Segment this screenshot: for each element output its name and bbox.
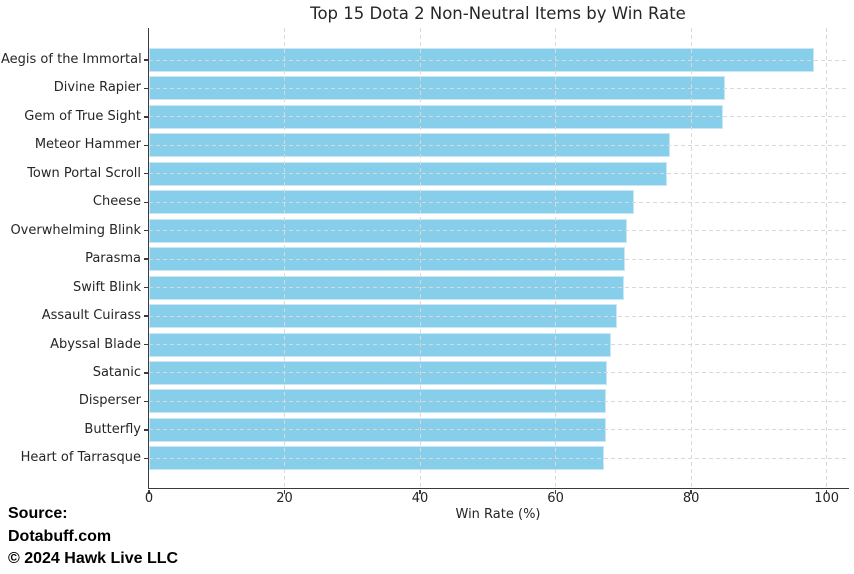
y-gridline <box>149 315 849 317</box>
source-name: Dotabuff.com <box>8 527 112 545</box>
y-tick-mark <box>143 201 148 203</box>
y-tick-mark <box>143 59 148 61</box>
y-tick-label: Parasma <box>85 251 141 267</box>
source-label: Source: <box>8 505 68 522</box>
x-tick-mark <box>419 490 421 494</box>
source-attribution: Source: Dotabuff.com © 2024 Hawk Live LL… <box>8 503 178 571</box>
y-tick-mark <box>143 372 148 374</box>
y-tick-mark <box>143 429 148 431</box>
y-tick-label: Aegis of the Immortal <box>1 52 142 67</box>
y-tick-label: Divine Rapier <box>53 80 141 96</box>
x-tick-mark <box>283 490 286 494</box>
y-gridline <box>149 344 849 345</box>
x-tick-mark <box>554 490 557 494</box>
x-tick-label: 40 <box>411 491 429 506</box>
x-tick-mark <box>690 490 692 494</box>
y-tick-label: Butterfly <box>84 421 141 437</box>
x-gridline <box>690 28 692 488</box>
chart-title: Top 15 Dota 2 Non-Neutral Items by Win R… <box>310 4 686 23</box>
y-tick-mark <box>143 343 148 346</box>
y-gridline <box>149 144 849 146</box>
y-tick-mark <box>143 286 148 289</box>
y-tick-mark <box>143 315 148 317</box>
y-tick-label: Overwhelming Blink <box>10 222 141 238</box>
x-gridline <box>555 28 557 488</box>
y-gridline <box>149 87 849 89</box>
y-gridline <box>149 201 849 203</box>
y-tick-label: Heart of Tarrasque <box>20 450 141 466</box>
y-gridline <box>149 429 849 431</box>
y-gridline <box>149 372 849 374</box>
y-tick-mark <box>143 144 148 147</box>
x-tick-mark <box>825 490 828 494</box>
x-tick-mark <box>148 490 150 494</box>
y-tick-label: Swift Blink <box>73 279 141 295</box>
y-tick-mark <box>143 400 148 403</box>
y-tick-label: Gem of True Sight <box>24 108 141 124</box>
y-gridline <box>149 173 849 175</box>
x-gridline <box>826 28 828 488</box>
x-tick-label: 60 <box>547 491 564 506</box>
y-tick-mark <box>143 457 148 459</box>
y-tick-label: Town Portal Scroll <box>27 165 141 181</box>
y-gridline <box>149 230 849 232</box>
copyright-line: © 2024 Hawk Live LLC <box>8 550 179 567</box>
y-tick-mark <box>143 258 148 260</box>
plot-area: 0 20 40 60 80 100 Aegis of the Immortal Divine … <box>1 28 849 506</box>
x-tick-label: 20 <box>276 491 293 506</box>
y-gridline <box>149 400 849 402</box>
y-tick-mark <box>143 87 148 90</box>
x-gridline <box>284 28 286 488</box>
y-gridline <box>149 457 849 459</box>
y-tick-label: Satanic <box>92 364 141 380</box>
y-tick-label: Assault Cuirass <box>41 308 141 324</box>
y-gridline <box>149 116 849 118</box>
x-gridline <box>419 28 421 488</box>
y-tick-label: Meteor Hammer <box>34 137 141 153</box>
x-tick-label: 80 <box>682 491 700 506</box>
y-tick-label: Abyssal Blade <box>50 336 141 352</box>
x-tick-label: 100 <box>814 491 840 506</box>
x-tick-label: 0 <box>144 491 154 506</box>
y-gridline <box>149 287 849 289</box>
y-tick-mark <box>143 116 148 118</box>
y-gridline <box>149 59 849 61</box>
x-axis-label: Win Rate (%) <box>455 507 541 522</box>
y-gridline <box>149 258 849 260</box>
y-tick-mark <box>143 173 148 175</box>
y-tick-label: Cheese <box>92 194 141 210</box>
y-tick-mark <box>143 230 148 232</box>
y-tick-label: Disperser <box>78 393 141 409</box>
